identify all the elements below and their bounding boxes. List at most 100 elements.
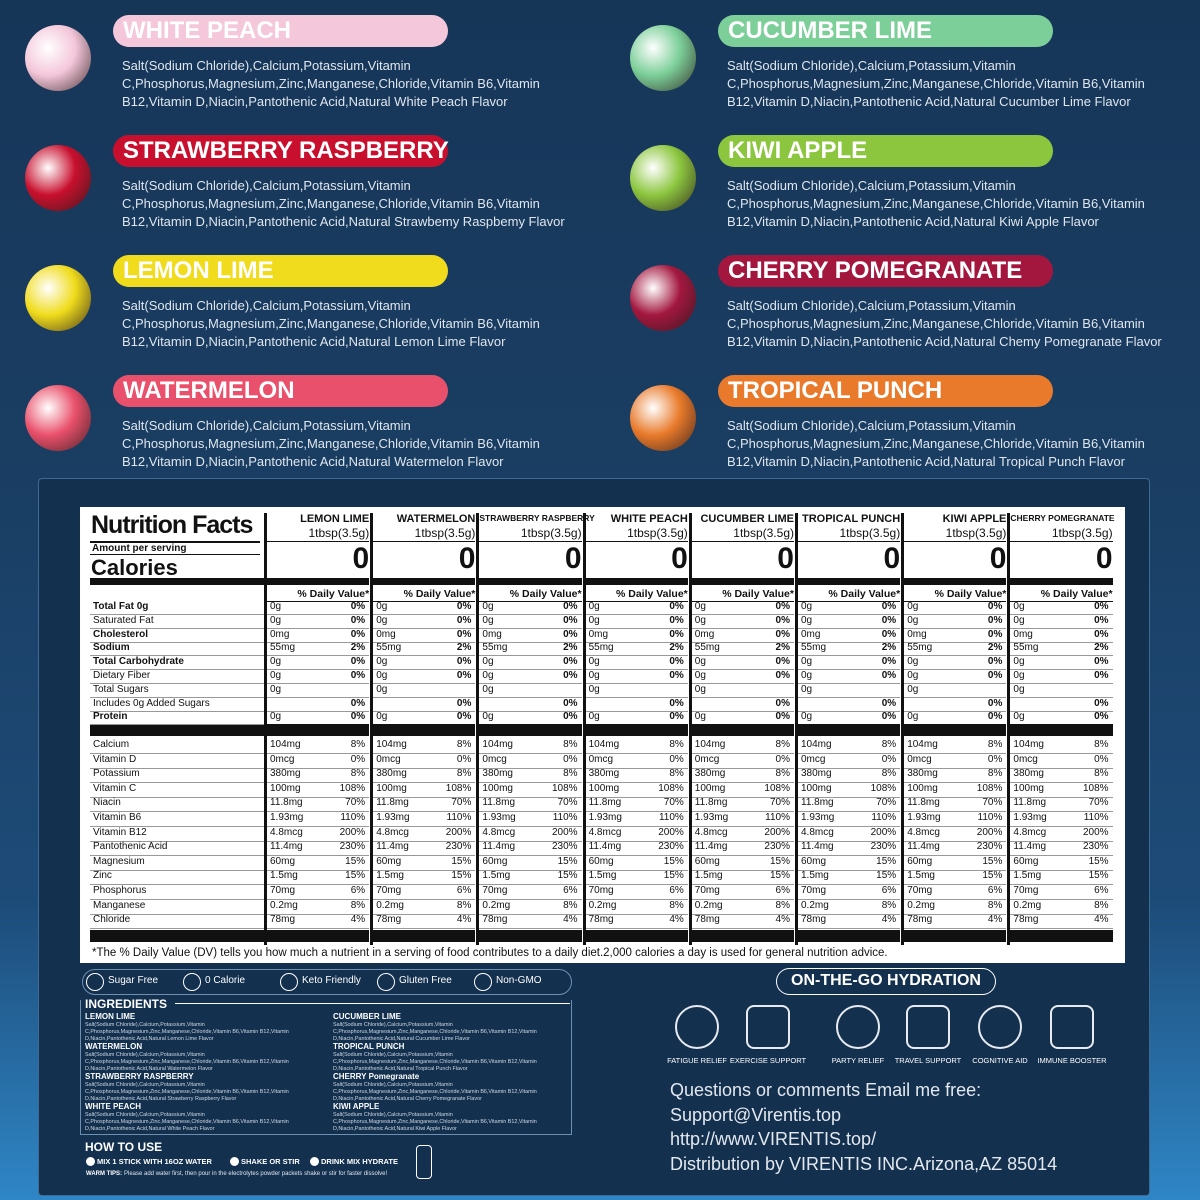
how-tips: Please add water first, then pour in the… <box>124 1171 388 1177</box>
nf-row-line <box>585 928 688 930</box>
flavor-pill: WATERMELON <box>113 375 448 407</box>
nf-dv: 8% <box>350 899 366 911</box>
nf-dv: 0% <box>881 656 897 668</box>
nf-col-rule <box>267 601 370 602</box>
nf-dv: 4% <box>775 914 790 926</box>
nf-dv: 0% <box>669 753 684 765</box>
ingredient-name: CUCUMBER LIME <box>333 1012 401 1021</box>
nf-dv: 0% <box>881 711 897 723</box>
nf-row-line <box>691 840 794 842</box>
nf-row-line <box>373 782 476 784</box>
nf-amount: 60mg <box>588 855 614 867</box>
nf-amount: 100mg <box>907 782 938 794</box>
nf-row-label: Calcium <box>93 739 130 750</box>
nf-amount: 0g <box>907 711 919 723</box>
nf-bar <box>691 930 794 942</box>
nf-row-line <box>1010 928 1113 930</box>
nf-amount: 0.2mg <box>1013 899 1042 911</box>
nf-dv: 110% <box>658 812 684 823</box>
nf-amount: 1.93mg <box>376 812 410 823</box>
bottle-icon <box>416 1145 432 1179</box>
nf-amount: 4.8mcg <box>270 826 303 838</box>
nf-dv: 70% <box>557 797 578 809</box>
nf-dv: 0% <box>563 628 578 640</box>
nf-dv: 8% <box>987 899 1003 911</box>
nf-calories: Calories <box>91 555 178 580</box>
nf-row-line <box>904 614 1007 615</box>
nf-row-line <box>691 696 794 698</box>
nf-amount: 0mg <box>588 628 609 640</box>
nf-bar <box>479 724 582 736</box>
nf-dv: 0% <box>350 711 366 723</box>
nf-row-label: Vitamin B12 <box>93 826 147 838</box>
nf-row-line <box>585 869 688 871</box>
nf-row-line <box>267 782 370 784</box>
nf-bar <box>267 930 370 942</box>
nf-dv: 0% <box>669 697 684 709</box>
nf-row-label: Niacin <box>93 797 121 809</box>
nf-row-line <box>585 696 688 698</box>
ingredient-name: CHERRY Pomegranate <box>333 1072 420 1081</box>
nf-row-line <box>90 782 265 784</box>
nf-dv: 200% <box>658 826 684 838</box>
nf-dv: 108% <box>870 782 897 794</box>
nf-row-line <box>90 913 265 915</box>
nf-dv: 6% <box>456 885 472 896</box>
nf-col-sep <box>795 513 798 945</box>
badge-icon <box>280 973 298 991</box>
nf-dv: 6% <box>775 885 790 896</box>
nf-dv: 8% <box>669 768 684 780</box>
nf-row-line <box>479 614 582 615</box>
nf-row-line <box>585 782 688 784</box>
nf-row-line <box>691 884 794 886</box>
nf-row-line <box>90 840 265 842</box>
flavor-ingredients: Salt(Sodium Chloride),Calcium,Potassium,… <box>727 58 1145 109</box>
nf-col-rule <box>904 541 1007 542</box>
nf-amount: 1.5mg <box>482 870 511 882</box>
nf-row-line <box>904 782 1007 784</box>
nf-dv-header: % Daily Value* <box>1040 588 1113 600</box>
nf-row-line <box>267 840 370 842</box>
nf-row-line <box>267 855 370 857</box>
nf-col-rule <box>798 601 901 602</box>
nf-row-line <box>479 696 582 698</box>
nf-dv: 0% <box>775 697 790 709</box>
nf-row-line <box>691 753 794 754</box>
nf-dv: 0% <box>775 601 790 612</box>
nf-dv: 0% <box>1094 753 1109 765</box>
nf-row-line <box>904 826 1007 827</box>
ingredient-text: Salt(Sodium Chloride),Calcium,Potassium,… <box>333 1082 537 1102</box>
nf-col-rule <box>691 601 794 602</box>
how-step: MIX 1 STICK WITH 16OZ WATER <box>97 1157 212 1166</box>
nf-bar <box>798 930 901 942</box>
nf-amount: 0g <box>376 670 388 681</box>
nf-amount: 0.2mg <box>270 899 298 911</box>
nf-row-line <box>479 782 582 784</box>
nf-dv: 0% <box>987 601 1003 612</box>
nf-amount: 0g <box>907 601 919 612</box>
nf-amount: 11.4mg <box>376 841 409 853</box>
nf-row-label: Pantothenic Acid <box>93 841 168 853</box>
nf-amount: 0.2mg <box>376 899 404 911</box>
nf-dv: 15% <box>557 870 578 882</box>
nf-row-line <box>267 710 370 712</box>
nf-row-line <box>798 641 901 643</box>
nf-row-line <box>585 753 688 754</box>
nf-amount: 380mg <box>588 768 620 780</box>
nf-dv-header: % Daily Value* <box>615 588 688 600</box>
nf-bar <box>904 578 1007 585</box>
nf-amount: 104mg <box>694 739 726 750</box>
nf-row-line <box>479 655 582 657</box>
nf-amount: 104mg <box>907 739 938 750</box>
contact-line: Support@Virentis.top <box>670 1104 842 1125</box>
nf-row-line <box>585 669 688 671</box>
nf-amount: 4.8mcg <box>801 826 834 838</box>
nf-amount: 0mcg <box>1013 753 1038 765</box>
nf-row-line <box>479 884 582 886</box>
flavor-pill: STRAWBERRY RASPBERRY <box>113 135 449 167</box>
nf-row-line <box>585 840 688 842</box>
nf-amount: 1.93mg <box>588 812 622 823</box>
nf-row-line <box>798 753 901 754</box>
nf-col-rule <box>479 601 582 602</box>
nf-col-rule <box>904 601 1007 602</box>
